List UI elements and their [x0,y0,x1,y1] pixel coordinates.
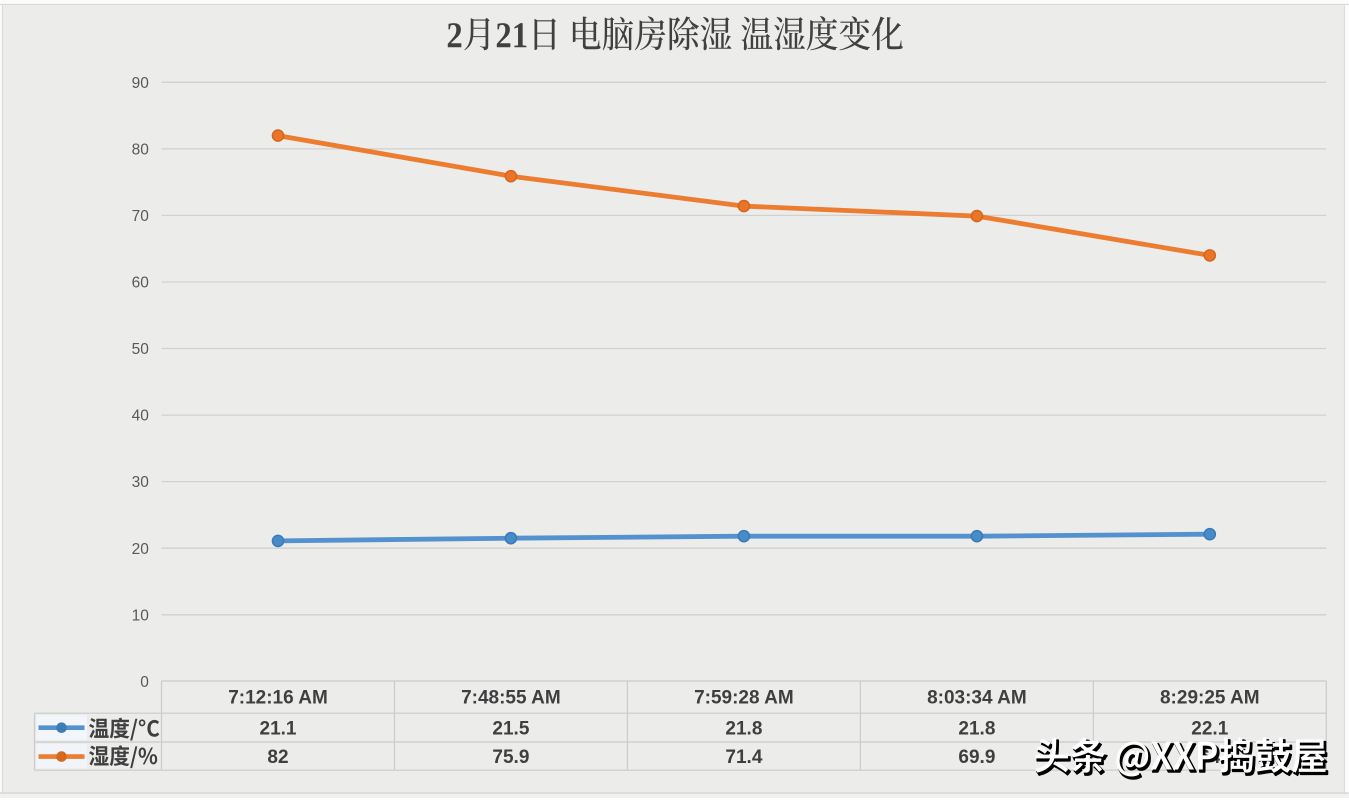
svg-text:50: 50 [132,341,150,358]
svg-text:10: 10 [132,607,150,624]
svg-text:90: 90 [132,75,150,92]
svg-text:71.4: 71.4 [725,747,762,768]
svg-text:30: 30 [132,474,150,491]
svg-text:70: 70 [132,208,150,225]
svg-text:21.8: 21.8 [725,718,762,739]
svg-text:75.9: 75.9 [492,747,529,768]
svg-text:21.1: 21.1 [260,718,297,739]
svg-text:20: 20 [132,541,150,558]
svg-text:0: 0 [140,674,149,691]
svg-text:21.8: 21.8 [958,718,995,739]
svg-text:80: 80 [132,142,150,159]
svg-text:7:59:28 AM: 7:59:28 AM [694,688,794,709]
svg-text:69.9: 69.9 [958,747,995,768]
svg-text:8:03:34 AM: 8:03:34 AM [927,688,1027,709]
svg-text:21.5: 21.5 [492,718,529,739]
svg-text:7:12:16 AM: 7:12:16 AM [228,688,328,709]
svg-text:60: 60 [132,275,150,292]
svg-text:7:48:55 AM: 7:48:55 AM [461,688,561,709]
svg-text:8:29:25 AM: 8:29:25 AM [1160,688,1260,709]
svg-text:82: 82 [267,747,288,768]
svg-text:40: 40 [132,408,150,425]
svg-text:22.1: 22.1 [1191,718,1228,739]
